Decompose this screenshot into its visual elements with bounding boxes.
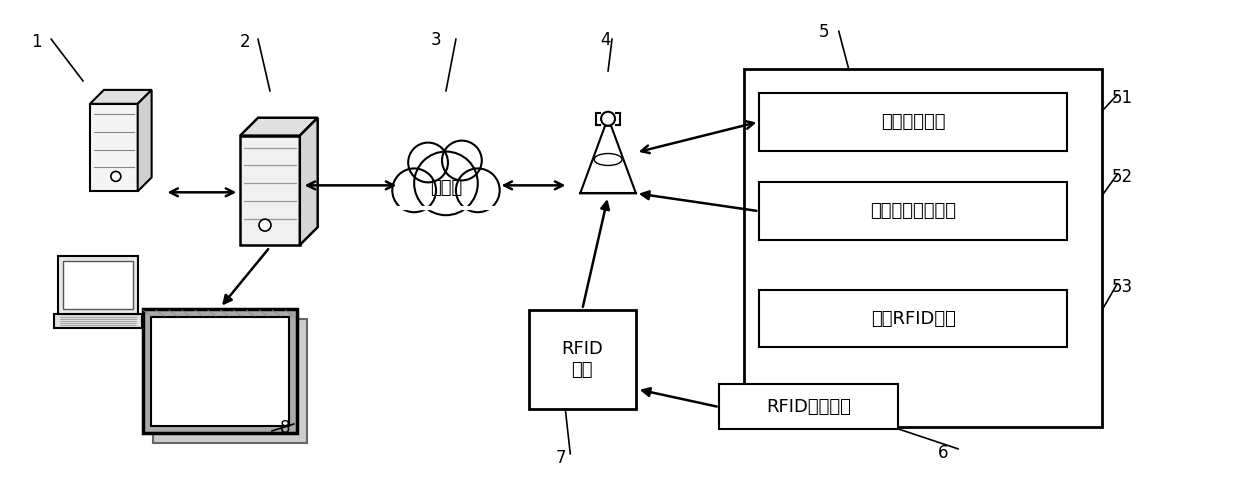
Bar [58, 256, 138, 314]
Ellipse shape [595, 154, 622, 166]
Bar [63, 261, 133, 309]
Text: 车载移动终端: 车载移动终端 [881, 113, 945, 131]
Bar [90, 104, 138, 191]
Bar [760, 93, 1068, 151]
Circle shape [414, 152, 478, 215]
Bar [154, 319, 307, 443]
Text: 52: 52 [1113, 168, 1134, 186]
Polygon shape [300, 118, 317, 245]
Bar [760, 290, 1068, 347]
Text: 51: 51 [1113, 89, 1134, 107]
Bar [240, 136, 300, 245]
Circle shape [393, 168, 436, 212]
Circle shape [601, 112, 615, 126]
Text: RFID
基站: RFID 基站 [561, 340, 603, 379]
Text: 6: 6 [938, 444, 949, 462]
Text: 4: 4 [600, 31, 611, 49]
Bar [55, 314, 141, 328]
Bar [720, 384, 898, 429]
Text: 7: 7 [555, 449, 566, 467]
Polygon shape [580, 126, 636, 193]
Bar [745, 69, 1103, 427]
Polygon shape [90, 90, 151, 104]
Text: 8: 8 [280, 419, 290, 437]
Text: 车载RFID标签: 车载RFID标签 [871, 310, 955, 328]
Circle shape [456, 168, 499, 212]
Bar [394, 186, 498, 216]
Polygon shape [240, 118, 317, 136]
Bar [144, 309, 297, 433]
Text: 车载无线定位模块: 车载无线定位模块 [870, 202, 957, 220]
Text: 局域网: 局域网 [430, 179, 462, 197]
Circle shape [442, 141, 482, 180]
Text: 53: 53 [1113, 278, 1134, 296]
Bar [760, 182, 1068, 240]
Circle shape [259, 219, 271, 231]
Bar [529, 310, 636, 409]
Text: 2: 2 [240, 33, 250, 51]
Text: 3: 3 [431, 31, 441, 49]
Text: RFID读写设备: RFID读写设备 [767, 398, 851, 415]
Circle shape [408, 143, 449, 182]
Bar [151, 317, 290, 425]
Text: 1: 1 [31, 33, 42, 51]
Polygon shape [138, 90, 151, 191]
Text: 5: 5 [819, 23, 829, 41]
Circle shape [110, 171, 121, 181]
